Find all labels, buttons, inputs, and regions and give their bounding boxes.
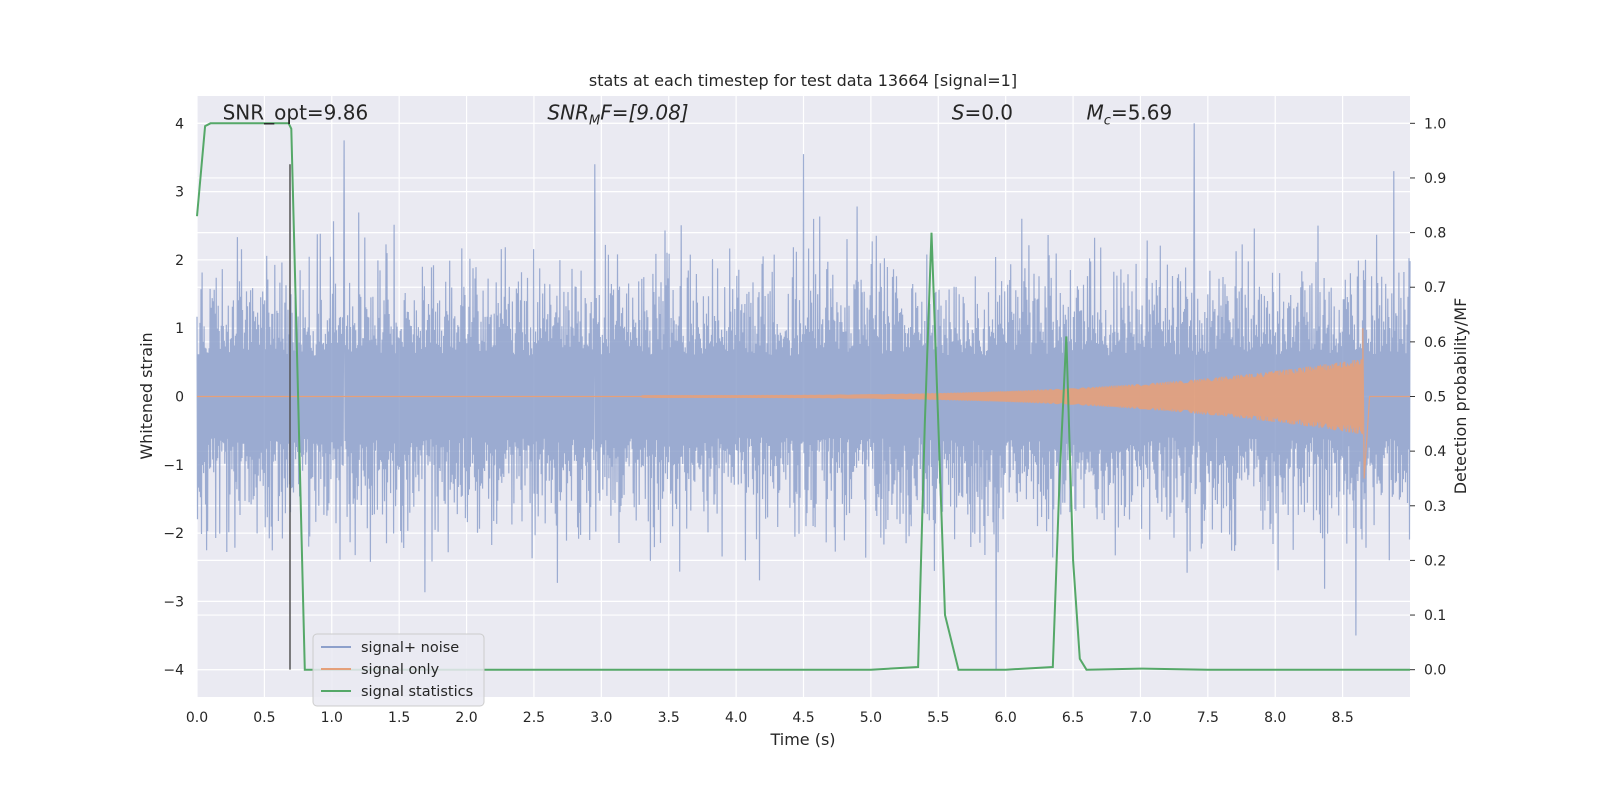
annotation-main: M: [1087, 100, 1104, 124]
x-tick-label: 6.0: [995, 710, 1017, 726]
y-tick-label-right: 0.5: [1424, 390, 1446, 406]
annotation-after: =0.0: [964, 100, 1013, 124]
y-tick-label-right: 0.6: [1424, 335, 1446, 351]
legend-label-signal-only: signal only: [361, 662, 440, 678]
x-tick-label: 3.5: [658, 710, 680, 726]
annotation-main: S: [952, 100, 965, 124]
x-tick-label: 4.5: [792, 710, 814, 726]
annotation-after: F=[9.08]: [600, 100, 688, 124]
legend-label-signal-noise: signal+ noise: [361, 640, 459, 656]
y-tick-label-right: 0.4: [1424, 444, 1446, 460]
y-tick-label-right: 0.7: [1424, 280, 1446, 296]
x-tick-label: 7.5: [1197, 710, 1219, 726]
y-axis-label-left: Whitened strain: [137, 332, 156, 459]
y-tick-label-left: −1: [163, 458, 184, 474]
y-tick-label-right: 0.0: [1424, 663, 1446, 679]
annotation-0: SNR_opt=9.86: [223, 100, 369, 124]
y-tick-label-right: 1.0: [1424, 116, 1446, 132]
tick-labels: 0.0 0.5 1.0 1.5 2.0 2.5 3.0 3.5 4.0 4.5 5.0 5.5 6.0 6…: [163, 116, 1446, 726]
annotation-sub: M: [589, 113, 600, 128]
annotation-3: Mc=5.69: [1087, 100, 1173, 128]
legend: signal+ noise signal only signal statist…: [312, 633, 485, 707]
series-signal-statistics: [196, 122, 1410, 671]
y-tick-label-right: 0.3: [1424, 499, 1446, 515]
x-tick-label: 5.0: [860, 710, 882, 726]
x-tick-label: 1.5: [388, 710, 410, 726]
x-tick-label: 0.5: [253, 710, 275, 726]
y-tick-label-right: 0.8: [1424, 226, 1446, 242]
y-tick-label-right: 0.9: [1424, 171, 1446, 187]
chart-title: stats at each timestep for test data 136…: [589, 71, 1017, 90]
legend-label-signal-statistics: signal statistics: [361, 684, 473, 700]
annotation-sub: c: [1104, 113, 1111, 128]
x-tick-label: 3.0: [590, 710, 612, 726]
y-tick-label-left: −2: [163, 526, 184, 542]
y-tick-label-right: 0.2: [1424, 553, 1446, 569]
series-signal-only: [197, 328, 1410, 479]
series-signal-noise: [196, 123, 1411, 670]
y-tick-label-left: 3: [175, 185, 184, 201]
x-tick-label: 7.0: [1129, 710, 1151, 726]
signal-statistics-line: [196, 122, 1410, 671]
legend-box: [312, 633, 485, 707]
x-tick-label: 6.5: [1062, 710, 1084, 726]
annotation-1: SNRMF=[9.08]: [547, 100, 688, 128]
x-tick-label: 8.5: [1331, 710, 1353, 726]
y-tick-label-left: 4: [175, 116, 184, 132]
y-tick-label-left: 1: [175, 321, 184, 337]
annotation-2: S=0.0: [952, 100, 1013, 124]
x-tick-label: 4.0: [725, 710, 747, 726]
x-tick-label: 5.5: [927, 710, 949, 726]
x-tick-label: 1.0: [321, 710, 343, 726]
annotation-main: SNR_opt=9.86: [223, 100, 369, 124]
y-axis-label-right: Detection probability/MF: [1451, 298, 1470, 495]
x-tick-label: 0.0: [186, 710, 208, 726]
y-tick-label-left: −4: [163, 663, 184, 679]
y-tick-label-left: −3: [163, 594, 184, 610]
x-axis-label: Time (s): [769, 730, 835, 749]
y-tick-label-right: 0.1: [1424, 608, 1446, 624]
signal-noise-line: [196, 123, 1411, 670]
x-tick-label: 8.0: [1264, 710, 1286, 726]
x-tick-label: 2.0: [455, 710, 477, 726]
signal-only-line: [641, 328, 1410, 479]
y-tick-label-left: 2: [175, 253, 184, 269]
annotations: SNR_opt=9.86 SNRMF=[9.08] S=0.0 Mc=5.69: [223, 100, 1173, 128]
x-tick-label: 2.5: [523, 710, 545, 726]
annotation-main: SNR: [547, 100, 589, 124]
annotation-after: =5.69: [1111, 100, 1172, 124]
y-tick-label-left: 0: [175, 390, 184, 406]
